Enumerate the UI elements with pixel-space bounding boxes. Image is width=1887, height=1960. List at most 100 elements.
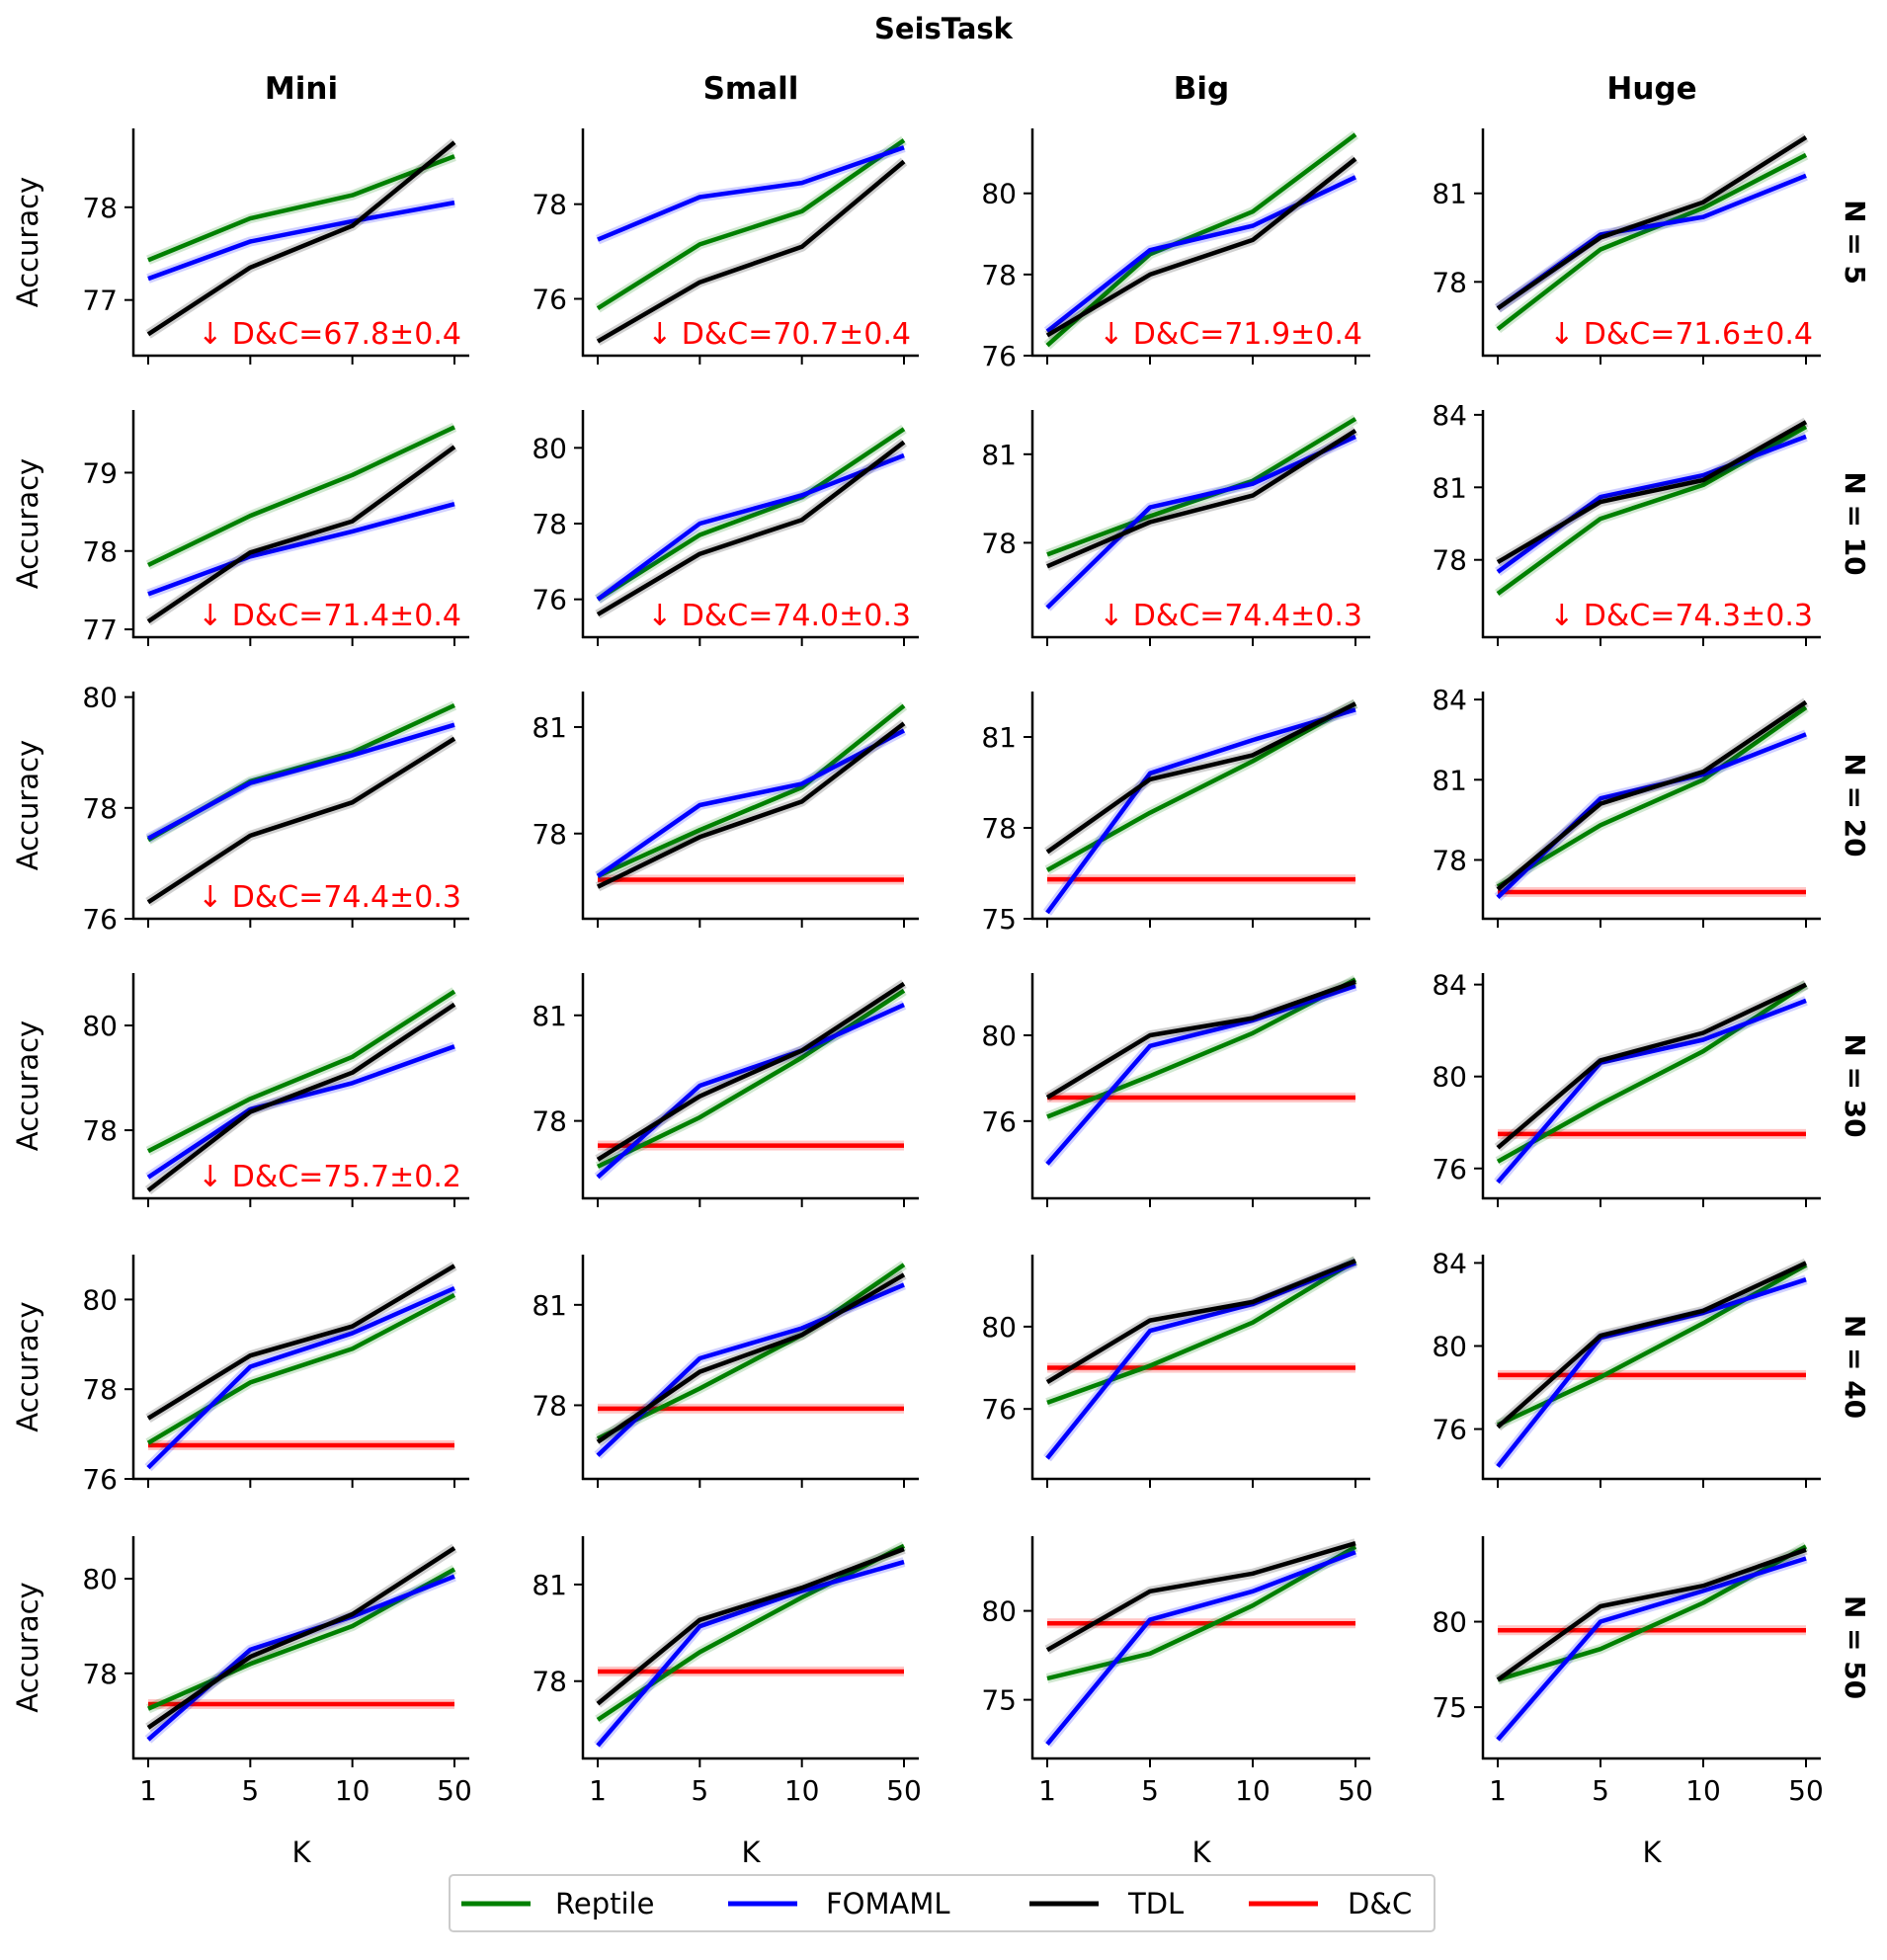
series-line-fomaml: [147, 200, 455, 282]
panel-small-n-20: 78 81: [532, 692, 919, 928]
series-line-tdl: [596, 1546, 905, 1706]
x-axis-label: K: [741, 1836, 761, 1869]
series-line-reptile: [1045, 132, 1357, 348]
row-title-n-10: N = 10: [1839, 471, 1871, 575]
y-tick-label: 75: [981, 1684, 1017, 1717]
series-line-tdl: [146, 140, 456, 337]
series-line-fomaml: [1496, 732, 1807, 900]
y-tick-label: 81: [532, 1289, 567, 1322]
y-tick-label: 78: [532, 818, 567, 851]
y-tick-label: 81: [532, 1000, 567, 1032]
y-tick-label: 76: [82, 903, 118, 936]
legend-dc-label: D&C: [1348, 1887, 1412, 1920]
row-title-n-5: N = 5: [1839, 200, 1871, 285]
column-title-huge: Huge: [1606, 71, 1696, 107]
series-line-fomaml: [1045, 1550, 1356, 1747]
series-line-reptile: [1496, 152, 1808, 331]
y-tick-label: 80: [981, 1311, 1017, 1344]
y-tick-label: 78: [1432, 266, 1467, 298]
x-tick-label: 50: [437, 1774, 472, 1807]
panel-huge-n-30: 76 80 84 N = 30: [1432, 969, 1871, 1207]
panel-huge-n-50: 75 80 1 5 10 50 K N = 50: [1432, 1536, 1871, 1869]
series-line-tdl: [146, 736, 456, 905]
panel-big-n-10: 78 81 ↓ D&C=74.4±0.3: [981, 410, 1370, 646]
series-line-fomaml: [1045, 983, 1356, 1166]
y-tick-label: 77: [82, 285, 118, 317]
figure-title: SeisTask: [874, 12, 1014, 45]
panel-huge-n-20: 78 81 84 N = 20: [1432, 684, 1871, 928]
series-line-fomaml: [147, 502, 455, 597]
y-tick-label: 81: [532, 1569, 567, 1601]
y-tick-label: 80: [82, 1563, 118, 1595]
series-line-reptile: [1046, 1259, 1357, 1406]
x-axis-label: K: [291, 1836, 311, 1869]
series-line-fomaml: [146, 1044, 455, 1180]
column-title-mini: Mini: [265, 71, 338, 107]
series-line-reptile: [1496, 705, 1808, 889]
dc-annotation: ↓ D&C=75.7±0.2: [198, 1160, 461, 1194]
y-tick-label: 78: [532, 1666, 567, 1698]
y-tick-label: 81: [1432, 178, 1467, 210]
legend-fomaml-label: FOMAML: [826, 1887, 950, 1920]
series-line-fomaml: [1045, 434, 1356, 610]
series-line-tdl: [1496, 982, 1807, 1150]
panel-small-n-50: 78 81 1 5 10 50 K: [532, 1536, 922, 1869]
series-line-reptile: [597, 1263, 906, 1441]
panel-huge-n-10: 78 81 84 ↓ D&C=74.3±0.3 N = 10: [1432, 399, 1871, 646]
series-line-tdl: [596, 981, 906, 1162]
y-tick-label: 78: [981, 527, 1017, 559]
series-line-tdl: [1496, 1547, 1807, 1682]
x-tick-label: 50: [1338, 1774, 1373, 1807]
x-tick-label: 5: [241, 1774, 259, 1807]
y-tick-label: 81: [1432, 471, 1467, 504]
panel-small-n-10: 76 78 80 ↓ D&C=74.0±0.3: [532, 410, 919, 646]
y-tick-label: 78: [82, 192, 118, 224]
y-tick-label: 76: [981, 1105, 1017, 1138]
series-line-reptile: [1046, 977, 1357, 1119]
column-title-big: Big: [1174, 71, 1229, 107]
x-tick-label: 10: [784, 1774, 820, 1807]
series-line-tdl: [146, 445, 456, 623]
series-band-tdl: [145, 443, 457, 626]
row-title-n-20: N = 20: [1839, 753, 1871, 857]
y-axis-label: Accuracy: [11, 740, 44, 870]
series-band-tdl: [1495, 1545, 1808, 1684]
panel-huge-n-40: 76 80 84 N = 40: [1432, 1247, 1871, 1488]
y-tick-label: 81: [981, 721, 1017, 754]
series-line-reptile: [146, 989, 456, 1154]
x-tick-label: 5: [1592, 1774, 1609, 1807]
y-tick-label: 77: [82, 613, 118, 646]
series-band-reptile: [1045, 414, 1358, 560]
y-tick-label: 78: [1432, 844, 1467, 876]
column-title-small: Small: [703, 71, 799, 107]
panel-grid: 77 78 ↓ D&C=67.8±0.4 Accuracy 76 78 ↓ D&C=70.7…: [11, 128, 1871, 1869]
series-band-fomaml: [594, 1279, 906, 1459]
series-line-tdl: [1496, 420, 1808, 565]
panel-big-n-40: 76 80: [981, 1255, 1370, 1488]
y-tick-label: 84: [1432, 969, 1467, 1002]
series-line-tdl: [1496, 699, 1808, 891]
x-axis-label: K: [1191, 1836, 1211, 1869]
x-tick-label: 10: [1685, 1774, 1721, 1807]
y-tick-label: 75: [981, 903, 1017, 936]
panel-small-n-5: 76 78 ↓ D&C=70.7±0.4: [532, 128, 919, 365]
y-tick-label: 76: [1432, 1414, 1467, 1446]
series-band-fomaml: [1494, 729, 1808, 902]
dc-annotation: ↓ D&C=70.7±0.4: [647, 317, 911, 352]
y-tick-label: 78: [82, 535, 118, 568]
series-line-reptile: [146, 1292, 456, 1445]
y-tick-label: 78: [981, 812, 1017, 845]
y-axis-label: Accuracy: [11, 1301, 44, 1431]
x-tick-label: 1: [1038, 1774, 1056, 1807]
y-tick-label: 80: [1432, 1330, 1467, 1362]
series-line-fomaml: [146, 722, 455, 841]
series-line-fomaml: [596, 728, 906, 878]
series-line-fomaml: [597, 145, 905, 242]
dc-annotation: ↓ D&C=71.4±0.4: [198, 599, 461, 633]
x-tick-label: 5: [1141, 1774, 1159, 1807]
y-tick-label: 78: [1432, 544, 1467, 577]
y-tick-label: 78: [532, 508, 567, 540]
series-band-tdl: [1495, 132, 1809, 313]
